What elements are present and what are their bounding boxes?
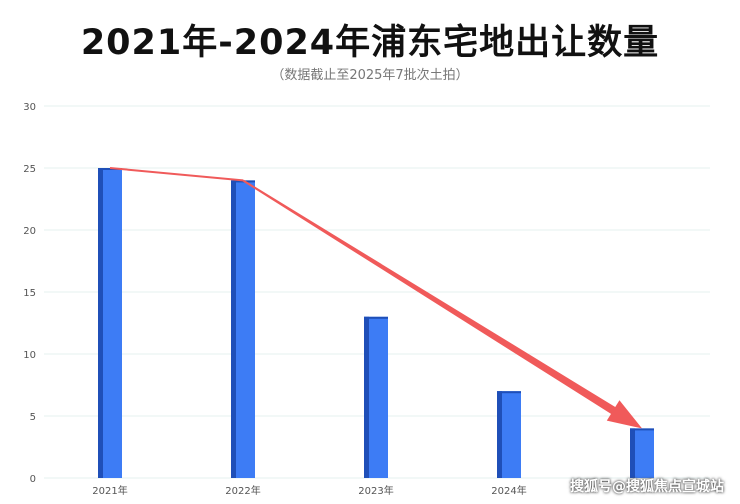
trend-arrow-head xyxy=(242,179,642,429)
bar xyxy=(364,316,388,478)
bar xyxy=(98,168,122,478)
chart-subtitle: （数据截止至2025年7批次土拍） xyxy=(271,68,469,83)
y-tick-label: 10 xyxy=(23,350,36,361)
y-tick-label: 15 xyxy=(23,288,36,299)
watermark: 搜狐号@搜狐焦点宣城站 xyxy=(570,479,724,495)
bar xyxy=(497,391,521,478)
bars xyxy=(98,168,654,478)
y-tick-label: 25 xyxy=(23,164,36,175)
y-tick-label: 30 xyxy=(23,102,36,113)
x-tick-label: 2024年 xyxy=(491,484,526,497)
x-axis-ticks: 2021年 2022年 2023年 2024年 xyxy=(92,484,526,497)
trend-arrow xyxy=(109,167,642,429)
x-tick-label: 2022年 xyxy=(225,484,260,497)
trend-line-segment xyxy=(109,167,244,182)
chart-title: 2021年-2024年浦东宅地出让数量 xyxy=(80,23,660,63)
y-tick-label: 0 xyxy=(30,474,36,485)
x-tick-label: 2023年 xyxy=(358,484,393,497)
y-tick-label: 20 xyxy=(23,226,36,237)
bar xyxy=(630,428,654,478)
x-tick-label: 2021年 xyxy=(92,484,127,497)
y-axis-ticks: 0 5 10 15 20 25 30 xyxy=(23,102,36,485)
bar xyxy=(231,180,255,478)
y-tick-label: 5 xyxy=(30,412,36,423)
